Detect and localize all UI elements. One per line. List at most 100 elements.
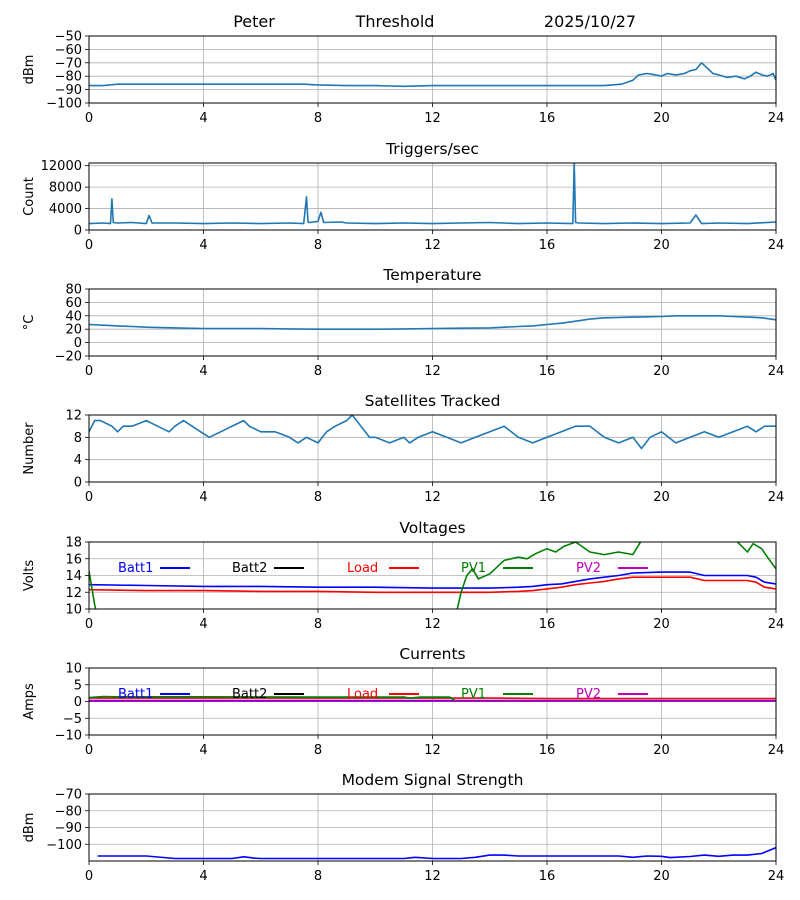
x-tick-label: 12 bbox=[424, 617, 441, 632]
x-tick-label: 12 bbox=[424, 111, 441, 126]
y-tick-label: −100 bbox=[46, 838, 82, 853]
legend-label-pv2: PV2 bbox=[576, 561, 601, 576]
legend-label-batt1: Batt1 bbox=[118, 687, 153, 702]
y-axis-label: °C bbox=[22, 315, 37, 331]
legend-label-pv2: PV2 bbox=[576, 687, 601, 702]
panel-title: Modem Signal Strength bbox=[342, 771, 524, 789]
x-tick-label: 4 bbox=[199, 743, 207, 758]
y-tick-label: 14 bbox=[65, 569, 82, 584]
y-axis-label: Number bbox=[22, 422, 37, 475]
y-tick-label: 10 bbox=[65, 603, 82, 618]
x-tick-label: 16 bbox=[539, 111, 556, 126]
panel-triggers: 0 4 8 12 16 20 24 0 4000 8000 12000 Triggers/sec Cou… bbox=[22, 140, 784, 253]
x-tick-label: 0 bbox=[85, 364, 93, 379]
y-axis-label: Volts bbox=[22, 560, 37, 592]
series-line-temperature bbox=[89, 314, 776, 331]
y-tick-label: −60 bbox=[55, 43, 82, 58]
x-tick-label: 12 bbox=[424, 743, 441, 758]
header-name: Peter bbox=[233, 12, 275, 31]
y-tick-label: 5 bbox=[74, 678, 82, 693]
legend-label-batt1: Batt1 bbox=[118, 561, 153, 576]
x-tick-label: 4 bbox=[199, 617, 207, 632]
x-tick-label: 12 bbox=[424, 364, 441, 379]
x-tick-label: 8 bbox=[314, 238, 322, 253]
y-tick-label: 8 bbox=[74, 431, 82, 446]
x-tick-label: 16 bbox=[539, 490, 556, 505]
x-tick-label: 0 bbox=[85, 743, 93, 758]
series-line-satellites bbox=[89, 415, 776, 450]
x-tick-label: 0 bbox=[85, 617, 93, 632]
y-tick-label: −70 bbox=[55, 56, 82, 71]
y-tick-label: 12000 bbox=[41, 159, 82, 174]
panel-title: Currents bbox=[399, 645, 465, 663]
legend-label-batt2: Batt2 bbox=[232, 687, 267, 702]
y-tick-label: 40 bbox=[65, 309, 82, 324]
y-axis-label: dBm bbox=[22, 813, 37, 843]
x-tick-label: 20 bbox=[653, 490, 670, 505]
x-tick-label: 16 bbox=[539, 869, 556, 884]
panel-title: Voltages bbox=[399, 519, 465, 537]
y-tick-label: −80 bbox=[55, 70, 82, 85]
x-tick-label: 20 bbox=[653, 869, 670, 884]
y-tick-label: 4 bbox=[74, 453, 82, 468]
x-tick-label: 16 bbox=[539, 238, 556, 253]
y-tick-label: −100 bbox=[46, 97, 82, 112]
y-tick-label: 20 bbox=[65, 323, 82, 338]
series-line-triggers bbox=[89, 163, 776, 225]
x-tick-label: 4 bbox=[199, 238, 207, 253]
x-tick-label: 8 bbox=[314, 111, 322, 126]
y-tick-label: 10 bbox=[65, 662, 82, 677]
y-tick-label: 0 bbox=[74, 695, 82, 710]
y-tick-label: 12 bbox=[65, 409, 82, 424]
y-tick-label: 12 bbox=[65, 586, 82, 601]
panel-title: Satellites Tracked bbox=[365, 392, 501, 410]
x-tick-label: 0 bbox=[85, 111, 93, 126]
x-tick-label: 20 bbox=[653, 111, 670, 126]
x-tick-label: 8 bbox=[314, 617, 322, 632]
x-tick-label: 8 bbox=[314, 869, 322, 884]
x-tick-label: 20 bbox=[653, 743, 670, 758]
x-tick-label: 20 bbox=[653, 238, 670, 253]
y-tick-label: −90 bbox=[55, 83, 82, 98]
x-tick-label: 24 bbox=[768, 490, 785, 505]
x-tick-label: 8 bbox=[314, 364, 322, 379]
y-tick-label: −70 bbox=[55, 788, 82, 803]
y-tick-label: 4000 bbox=[49, 202, 82, 217]
y-tick-label: −20 bbox=[55, 350, 82, 365]
y-tick-label: 8000 bbox=[49, 181, 82, 196]
series-line-modem bbox=[97, 846, 776, 860]
x-tick-label: 24 bbox=[768, 364, 785, 379]
x-tick-label: 0 bbox=[85, 238, 93, 253]
x-tick-label: 12 bbox=[424, 238, 441, 253]
x-tick-label: 0 bbox=[85, 490, 93, 505]
x-tick-label: 16 bbox=[539, 617, 556, 632]
x-tick-label: 12 bbox=[424, 490, 441, 505]
header-date: 2025/10/27 bbox=[544, 12, 636, 31]
panel-title: Triggers/sec bbox=[385, 140, 479, 158]
y-tick-label: 0 bbox=[74, 224, 82, 239]
series-line-threshold bbox=[89, 61, 776, 88]
legend-label-load: Load bbox=[347, 687, 378, 702]
series-line-batt1 bbox=[89, 571, 776, 589]
x-tick-label: 24 bbox=[768, 869, 785, 884]
x-tick-label: 8 bbox=[314, 743, 322, 758]
legend-label-pv1: PV1 bbox=[461, 561, 486, 576]
y-axis-label: Count bbox=[22, 177, 37, 216]
y-axis-label: dBm bbox=[22, 55, 37, 85]
x-tick-label: 24 bbox=[768, 111, 785, 126]
y-tick-label: −5 bbox=[63, 712, 82, 727]
y-tick-label: 0 bbox=[74, 336, 82, 351]
x-tick-label: 4 bbox=[199, 490, 207, 505]
y-axis-label: Amps bbox=[22, 683, 37, 720]
x-tick-label: 8 bbox=[314, 490, 322, 505]
x-tick-label: 24 bbox=[768, 617, 785, 632]
x-tick-label: 12 bbox=[424, 869, 441, 884]
y-tick-label: 18 bbox=[65, 536, 82, 551]
x-tick-label: 24 bbox=[768, 238, 785, 253]
series-line-load bbox=[89, 576, 776, 594]
x-tick-label: 4 bbox=[199, 111, 207, 126]
x-tick-label: 4 bbox=[199, 364, 207, 379]
